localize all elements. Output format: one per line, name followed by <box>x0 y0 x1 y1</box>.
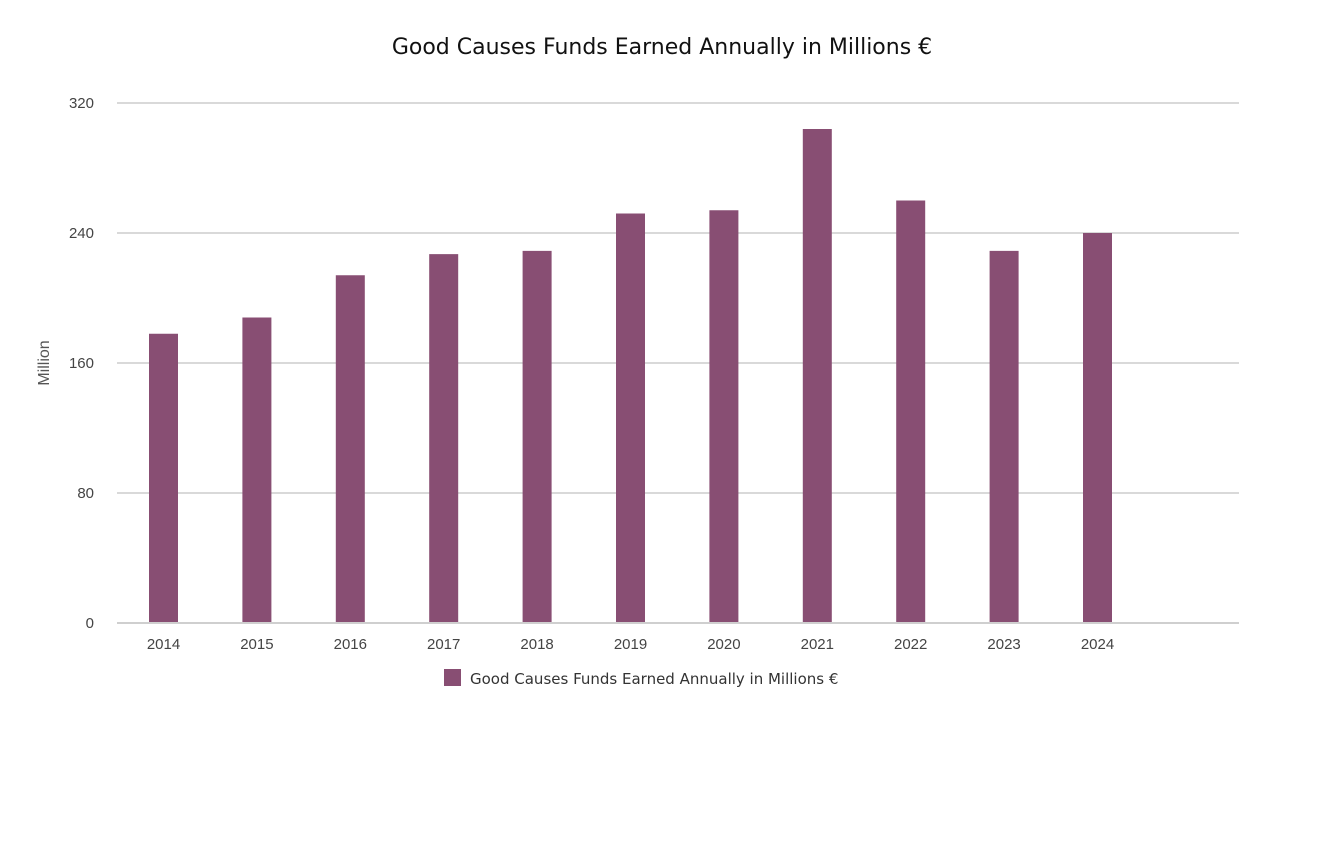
y-tick-label: 0 <box>86 615 94 632</box>
legend-swatch <box>444 669 461 686</box>
y-tick-label: 80 <box>77 485 94 502</box>
y-axis-label: Million <box>36 340 53 385</box>
y-tick-label: 320 <box>69 95 94 112</box>
x-tick-label: 2014 <box>147 636 180 653</box>
x-tick-label: 2019 <box>614 636 647 653</box>
bar-2017 <box>429 254 459 623</box>
x-tick-label: 2022 <box>894 636 927 653</box>
bar-2020 <box>709 210 739 623</box>
bar-2022 <box>896 200 926 623</box>
x-tick-label: 2024 <box>1081 636 1114 653</box>
x-tick-label: 2015 <box>240 636 273 653</box>
bar-2015 <box>242 317 272 623</box>
x-tick-label: 2018 <box>520 636 553 653</box>
bar-2023 <box>989 250 1019 623</box>
y-tick-label: 160 <box>69 355 94 372</box>
x-tick-label: 2023 <box>987 636 1020 653</box>
bars <box>149 129 1112 623</box>
x-tick-label: 2021 <box>801 636 834 653</box>
bar-2016 <box>335 275 365 623</box>
x-tick-label: 2016 <box>334 636 367 653</box>
x-axis-ticks: 2014 2015 2016 2017 2018 2019 2020 2021 2022 2023… <box>147 636 1114 653</box>
bar-2019 <box>616 213 645 623</box>
bar-2024 <box>1083 233 1112 623</box>
legend-label: Good Causes Funds Earned Annually in Mil… <box>470 670 838 688</box>
x-tick-label: 2017 <box>427 636 460 653</box>
chart-title: Good Causes Funds Earned Annually in Mil… <box>392 35 932 60</box>
y-axis-ticks: 0 80 160 240 320 <box>69 95 94 632</box>
legend: Good Causes Funds Earned Annually in Mil… <box>444 669 838 688</box>
bar-2018 <box>522 250 552 623</box>
gridlines <box>117 102 1239 494</box>
bar-2014 <box>149 333 178 623</box>
x-tick-label: 2020 <box>707 636 740 653</box>
y-tick-label: 240 <box>69 225 94 242</box>
bar-2021 <box>802 129 832 623</box>
